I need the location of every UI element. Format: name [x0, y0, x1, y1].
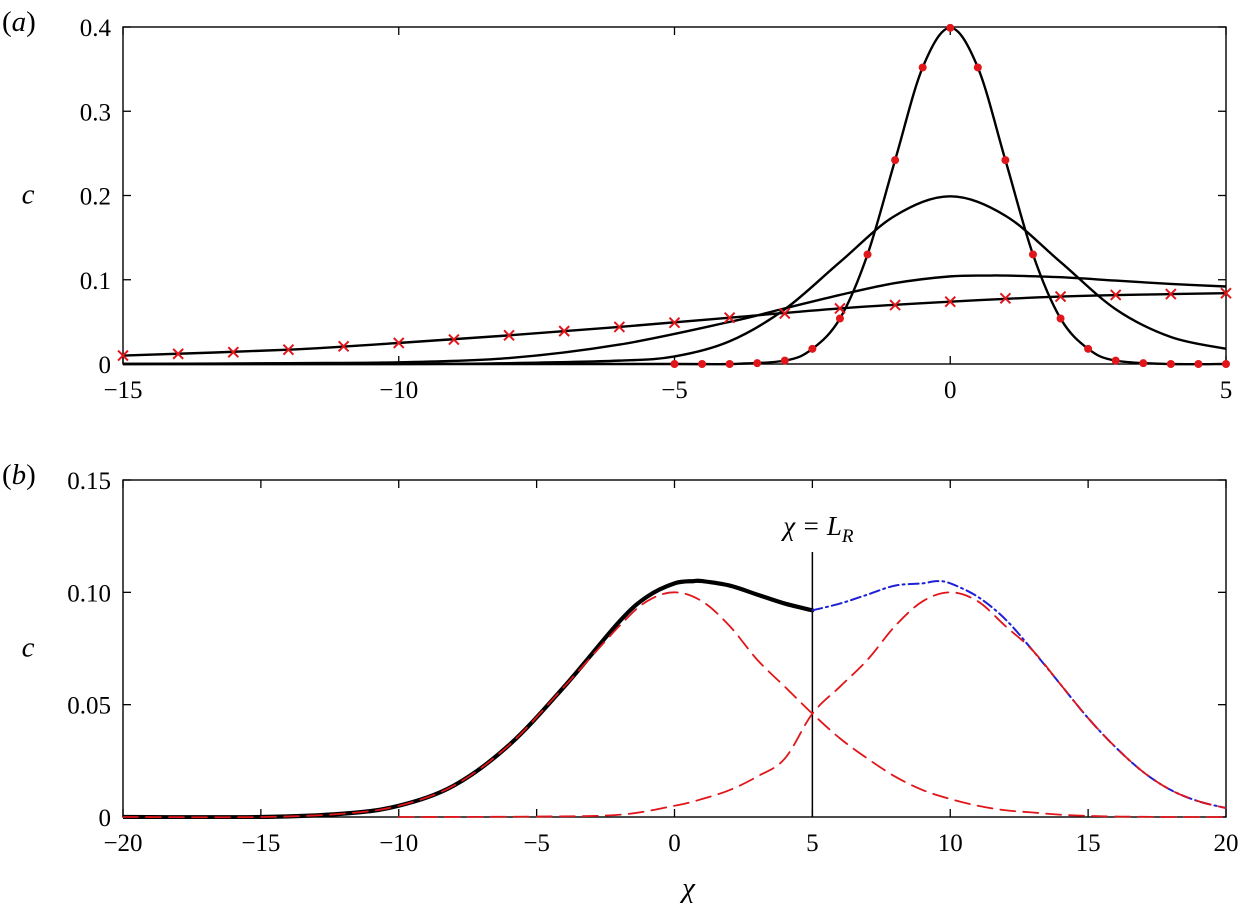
plot-frame	[122, 26, 1227, 365]
y-tick-label: 0.3	[80, 99, 111, 126]
panel-label: (b)	[2, 459, 36, 491]
data-point-cross	[558, 325, 570, 337]
data-point-cross	[337, 340, 350, 353]
data-point-cross	[282, 343, 295, 356]
panel-label: (a)	[2, 6, 36, 38]
data-point-cross	[668, 317, 681, 329]
data-point-cross	[999, 292, 1012, 304]
data-point-dot	[863, 250, 872, 259]
x-tick-label: −20	[103, 830, 142, 857]
data-point-dot	[946, 23, 955, 32]
x-tick-label: −10	[379, 377, 418, 404]
x-tick-label: 5	[1220, 377, 1233, 404]
data-point-cross	[448, 333, 460, 346]
data-point-dot	[725, 360, 734, 368]
series-line-4	[123, 292, 1226, 357]
series-line-4	[397, 591, 1226, 818]
data-point-dot	[1222, 360, 1230, 368]
series-line-3	[123, 274, 1226, 366]
data-point-dot	[918, 63, 927, 72]
y-tick-label: 0.15	[67, 468, 111, 495]
y-axis-label: c	[22, 179, 35, 211]
data-point-cross	[1054, 290, 1067, 303]
y-tick-label: 0	[99, 805, 112, 832]
series-line-2	[811, 580, 1226, 810]
data-point-dot	[808, 344, 817, 353]
data-point-cross	[117, 349, 129, 362]
data-point-dot	[670, 360, 679, 368]
x-tick-label: 15	[1076, 830, 1101, 857]
series-line-3	[123, 591, 1226, 819]
data-point-dot	[891, 156, 900, 165]
series-line-1	[123, 578, 815, 819]
data-point-dot	[753, 359, 762, 368]
data-point-cross	[889, 299, 901, 311]
data-point-dot	[1166, 360, 1175, 368]
x-tick-label: 5	[806, 830, 819, 857]
series-line-1	[123, 26, 1226, 366]
series-line-2	[123, 195, 1226, 366]
x-tick-label: 10	[938, 830, 963, 857]
data-point-dot	[698, 360, 707, 368]
x-tick-label: −15	[241, 830, 280, 857]
data-point-dot	[1028, 250, 1037, 259]
x-tick-label: −15	[103, 377, 142, 404]
x-tick-label: −5	[523, 830, 550, 857]
data-point-dot	[835, 314, 844, 323]
x-tick-label: −10	[379, 830, 418, 857]
data-point-cross	[172, 348, 184, 360]
data-point-dot	[1194, 360, 1203, 368]
x-axis-label: χ	[679, 872, 696, 904]
y-tick-label: 0.2	[80, 184, 111, 211]
panel-a: −15 −10 −5 0 5 0 0.1 0.2 0.3 0.4 c (a)	[2, 6, 1232, 404]
data-point-cross	[503, 329, 515, 342]
x-tick-label: −5	[661, 377, 688, 404]
data-point-cross	[393, 337, 405, 349]
data-point-cross	[944, 295, 956, 308]
y-tick-label: 0.1	[80, 268, 111, 295]
x-tick-label: 0	[668, 830, 681, 857]
y-tick-label: 0.4	[80, 15, 112, 42]
x-tick-label: 20	[1214, 830, 1239, 857]
data-point-dot	[973, 63, 982, 72]
y-tick-label: 0.05	[67, 693, 111, 720]
panel-b: −20 −15 −10 −5 0 5 10 15 20 0 0.05 0.10 0.15 c χ (b) χ =…	[2, 459, 1239, 904]
data-point-dot	[1056, 314, 1065, 323]
plot-frame	[122, 479, 1227, 818]
data-point-cross	[1220, 287, 1232, 299]
y-tick-label: 0	[99, 352, 112, 379]
data-point-cross	[834, 302, 846, 315]
data-point-cross	[1109, 289, 1122, 301]
data-point-dot	[1139, 359, 1148, 368]
data-point-dot	[780, 356, 789, 365]
y-tick-label: 0.10	[67, 580, 111, 607]
data-point-dot	[1084, 344, 1093, 353]
data-point-cross	[779, 307, 791, 320]
data-point-dot	[1001, 156, 1010, 165]
data-point-cross	[227, 346, 240, 358]
data-point-cross	[723, 311, 736, 324]
data-point-cross	[1165, 288, 1177, 300]
data-point-cross	[613, 321, 626, 333]
x-tick-label: 0	[944, 377, 957, 404]
annotation-label: χ = LR	[780, 511, 854, 547]
y-axis-label: c	[22, 632, 35, 664]
data-point-dot	[1111, 356, 1120, 365]
